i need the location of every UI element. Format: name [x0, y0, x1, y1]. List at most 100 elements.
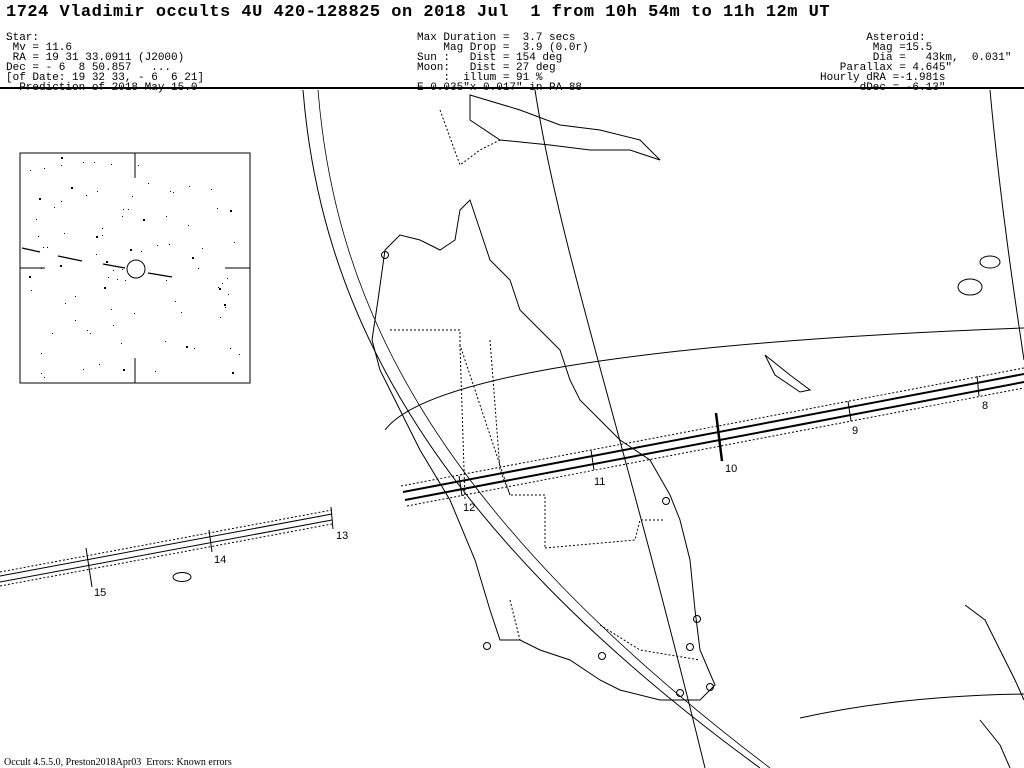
star-line: [of Date: 19 32 33, - 6 6 21]: [6, 72, 205, 84]
event-line: Mag Drop = 3.9 (0.0r): [417, 42, 589, 54]
star-dot: [165, 341, 166, 342]
time-label: 13: [336, 530, 348, 542]
star-dot: [86, 195, 87, 196]
star-dot: [41, 373, 42, 374]
star-dot: [117, 279, 118, 280]
vanuatu-island: [979, 255, 1001, 269]
star-dot: [123, 369, 125, 371]
occultation-path-offearth: [0, 509, 333, 587]
star-line: Mv = 11.6: [6, 42, 73, 54]
star-dot: [47, 247, 48, 248]
star-dot: [220, 317, 221, 318]
star-dot: [54, 207, 55, 208]
star-dot: [121, 343, 122, 344]
star-dot: [106, 261, 108, 263]
star-dot: [186, 346, 188, 348]
meridian-line: [989, 89, 1024, 361]
time-label: 14: [214, 554, 226, 566]
star-dot: [175, 301, 176, 302]
star-dot: [113, 325, 114, 326]
star-dot: [38, 236, 39, 237]
star-dot: [97, 191, 98, 192]
star-dot: [189, 186, 190, 187]
star-dot: [232, 372, 234, 374]
star-dot: [166, 216, 167, 217]
time-ticks: [85, 375, 980, 588]
time-label: 11: [594, 476, 605, 488]
occultation-path-main: [400, 367, 1024, 507]
star-dot: [234, 242, 235, 243]
asteroid-line: Dia = 43km, 0.031": [820, 52, 1012, 64]
meridian-line: [534, 89, 706, 768]
star-dot: [99, 364, 100, 365]
star-dot: [39, 198, 41, 200]
star-dot: [230, 348, 231, 349]
event-line: : illum = 91 %: [417, 72, 543, 84]
asteroid-line: Hourly dRA =-1.981s: [820, 72, 946, 84]
star-dot: [169, 244, 170, 245]
star-dot: [202, 248, 203, 249]
star-dot: [83, 162, 84, 163]
star-dot: [111, 164, 112, 165]
new-guinea-coast: [469, 94, 661, 161]
earth-limb: [302, 89, 761, 768]
star-dot: [134, 313, 135, 314]
star-dot: [102, 228, 103, 229]
latitude-line: [384, 327, 1024, 431]
event-line: Max Duration = 3.7 secs: [417, 32, 576, 44]
star-dot: [122, 269, 123, 270]
star-dot: [94, 162, 95, 163]
state-borders: [390, 109, 701, 661]
star-dot: [141, 251, 142, 252]
star-dot: [130, 249, 132, 251]
star-dot: [36, 219, 37, 220]
star-dot: [96, 254, 97, 255]
asteroid-ellipse: [172, 572, 192, 582]
star-dot: [181, 312, 182, 313]
star-dot: [61, 165, 62, 166]
star-dot: [198, 268, 199, 269]
footer-version: Occult 4.5.5.0, Preston2018Apr03 Errors:…: [4, 757, 232, 768]
star-dot: [44, 377, 45, 378]
star-dot: [219, 288, 221, 290]
time-label: 8: [982, 400, 988, 412]
star-dot: [155, 371, 156, 372]
time-label: 12: [463, 502, 475, 514]
event-line: Moon: Dist = 27 deg: [417, 62, 556, 74]
star-dot: [166, 280, 167, 281]
star-dot: [224, 304, 226, 306]
earth-limb-inner: [317, 89, 771, 768]
star-dot: [227, 278, 228, 279]
australia-coast: [371, 199, 716, 701]
time-label: 9: [852, 425, 858, 437]
star-dot: [31, 290, 32, 291]
star-dot: [222, 283, 223, 284]
star-dot: [113, 270, 114, 271]
star-dot: [29, 276, 31, 278]
star-dot: [60, 265, 62, 267]
star-dot: [123, 209, 124, 210]
star-line: Star:: [6, 32, 40, 44]
star-dot: [111, 309, 112, 310]
star-dot: [102, 235, 103, 236]
star-dot: [170, 191, 171, 192]
star-dot: [230, 210, 232, 212]
star-dot: [52, 333, 53, 334]
star-dot: [75, 320, 76, 321]
star-chart: [19, 152, 251, 384]
star-line: Dec = - 6 8 50.857 ...: [6, 62, 172, 74]
star-dot: [90, 333, 91, 334]
header-divider: [0, 87, 1024, 89]
star-dot: [122, 216, 123, 217]
star-dot: [211, 189, 212, 190]
star-dot: [75, 296, 76, 297]
star-dot: [83, 369, 84, 370]
star-dot: [65, 303, 66, 304]
asteroid-line: Parallax = 4.645": [820, 62, 953, 74]
star-dot: [228, 294, 229, 295]
time-label: 10: [725, 463, 737, 475]
star-dot: [173, 192, 174, 193]
star-dot: [225, 307, 226, 308]
star-dot: [64, 233, 65, 234]
